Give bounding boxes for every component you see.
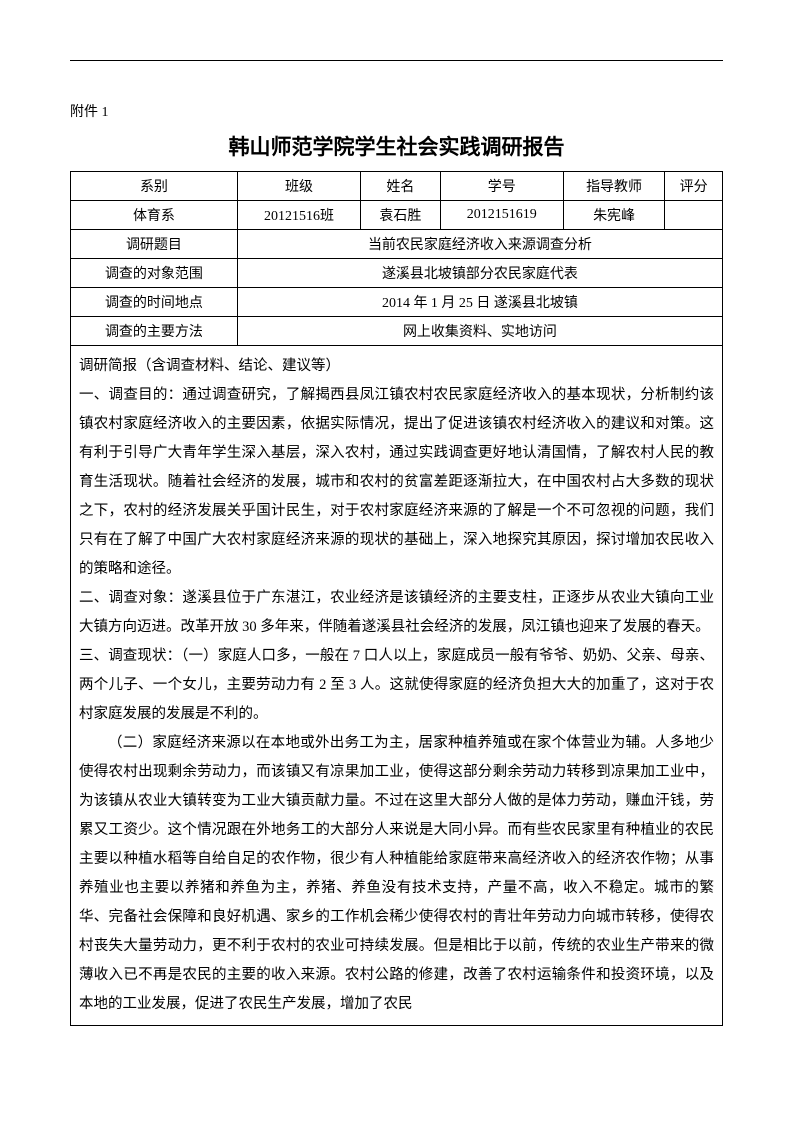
- label-time-place: 调查的时间地点: [71, 288, 238, 317]
- value-topic: 当前农民家庭经济收入来源调查分析: [237, 230, 722, 259]
- report-body: 调研简报（含调查材料、结论、建议等） 一、调查目的：通过调查研究，了解揭西县凤江…: [70, 346, 723, 1026]
- cell-department: 体育系: [71, 201, 238, 230]
- table-method-row: 调查的主要方法 网上收集资料、实地访问: [71, 317, 723, 346]
- header-student-id: 学号: [440, 172, 563, 201]
- cell-class: 20121516班: [237, 201, 360, 230]
- header-score: 评分: [665, 172, 723, 201]
- cell-name: 袁石胜: [361, 201, 441, 230]
- header-class: 班级: [237, 172, 360, 201]
- table-scope-row: 调查的对象范围 遂溪县北坡镇部分农民家庭代表: [71, 259, 723, 288]
- report-paragraph-1: 一、调查目的：通过调查研究，了解揭西县凤江镇农村农民家庭经济收入的基本现状，分析…: [79, 381, 714, 584]
- label-method: 调查的主要方法: [71, 317, 238, 346]
- table-timeplace-row: 调查的时间地点 2014 年 1 月 25 日 遂溪县北坡镇: [71, 288, 723, 317]
- label-scope: 调查的对象范围: [71, 259, 238, 288]
- value-scope: 遂溪县北坡镇部分农民家庭代表: [237, 259, 722, 288]
- report-paragraph-2: 二、调查对象：遂溪县位于广东湛江，农业经济是该镇经济的主要支柱，正逐步从农业大镇…: [79, 584, 714, 642]
- header-advisor: 指导教师: [563, 172, 664, 201]
- report-paragraph-4: （二）家庭经济来源以在本地或外出务工为主，居家种植养殖或在家个体营业为辅。人多地…: [79, 729, 714, 1019]
- report-heading: 调研简报（含调查材料、结论、建议等）: [79, 352, 714, 381]
- table-topic-row: 调研题目 当前农民家庭经济收入来源调查分析: [71, 230, 723, 259]
- value-method: 网上收集资料、实地访问: [237, 317, 722, 346]
- header-name: 姓名: [361, 172, 441, 201]
- info-table: 系别 班级 姓名 学号 指导教师 评分 体育系 20121516班 袁石胜 20…: [70, 171, 723, 346]
- document-title: 韩山师范学院学生社会实践调研报告: [70, 131, 723, 161]
- header-department: 系别: [71, 172, 238, 201]
- table-header-row: 系别 班级 姓名 学号 指导教师 评分: [71, 172, 723, 201]
- cell-advisor: 朱宪峰: [563, 201, 664, 230]
- value-time-place: 2014 年 1 月 25 日 遂溪县北坡镇: [237, 288, 722, 317]
- table-data-row: 体育系 20121516班 袁石胜 2012151619 朱宪峰: [71, 201, 723, 230]
- cell-score: [665, 201, 723, 230]
- report-paragraph-3: 三、调查现状：（一）家庭人口多，一般在 7 口人以上，家庭成员一般有爷爷、奶奶、…: [79, 642, 714, 729]
- cell-student-id: 2012151619: [440, 201, 563, 230]
- top-divider: [70, 60, 723, 61]
- label-topic: 调研题目: [71, 230, 238, 259]
- attachment-label: 附件 1: [70, 101, 723, 121]
